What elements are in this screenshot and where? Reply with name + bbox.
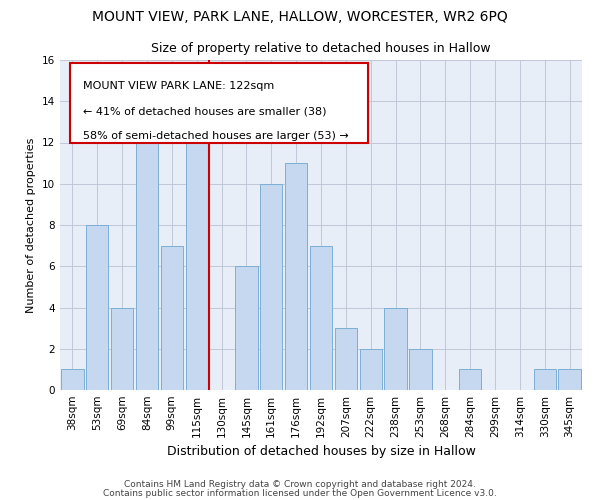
Bar — [559, 370, 581, 390]
Bar — [136, 122, 158, 390]
Text: Contains public sector information licensed under the Open Government Licence v3: Contains public sector information licen… — [103, 489, 497, 498]
Bar — [335, 328, 357, 390]
Title: Size of property relative to detached houses in Hallow: Size of property relative to detached ho… — [151, 42, 491, 54]
FancyBboxPatch shape — [70, 64, 368, 142]
Y-axis label: Number of detached properties: Number of detached properties — [26, 138, 37, 312]
Bar — [86, 225, 109, 390]
Text: Contains HM Land Registry data © Crown copyright and database right 2024.: Contains HM Land Registry data © Crown c… — [124, 480, 476, 489]
Text: ← 41% of detached houses are smaller (38): ← 41% of detached houses are smaller (38… — [83, 106, 327, 116]
X-axis label: Distribution of detached houses by size in Hallow: Distribution of detached houses by size … — [167, 446, 475, 458]
Bar — [533, 370, 556, 390]
Bar — [385, 308, 407, 390]
Bar — [359, 349, 382, 390]
Bar — [111, 308, 133, 390]
Text: MOUNT VIEW PARK LANE: 122sqm: MOUNT VIEW PARK LANE: 122sqm — [83, 82, 275, 92]
Text: MOUNT VIEW, PARK LANE, HALLOW, WORCESTER, WR2 6PQ: MOUNT VIEW, PARK LANE, HALLOW, WORCESTER… — [92, 10, 508, 24]
Bar — [260, 184, 283, 390]
Bar — [235, 266, 257, 390]
Bar — [61, 370, 83, 390]
Bar — [310, 246, 332, 390]
Bar — [185, 122, 208, 390]
Bar — [161, 246, 183, 390]
Bar — [459, 370, 481, 390]
Bar — [285, 163, 307, 390]
Bar — [409, 349, 431, 390]
Text: 58% of semi-detached houses are larger (53) →: 58% of semi-detached houses are larger (… — [83, 131, 349, 141]
